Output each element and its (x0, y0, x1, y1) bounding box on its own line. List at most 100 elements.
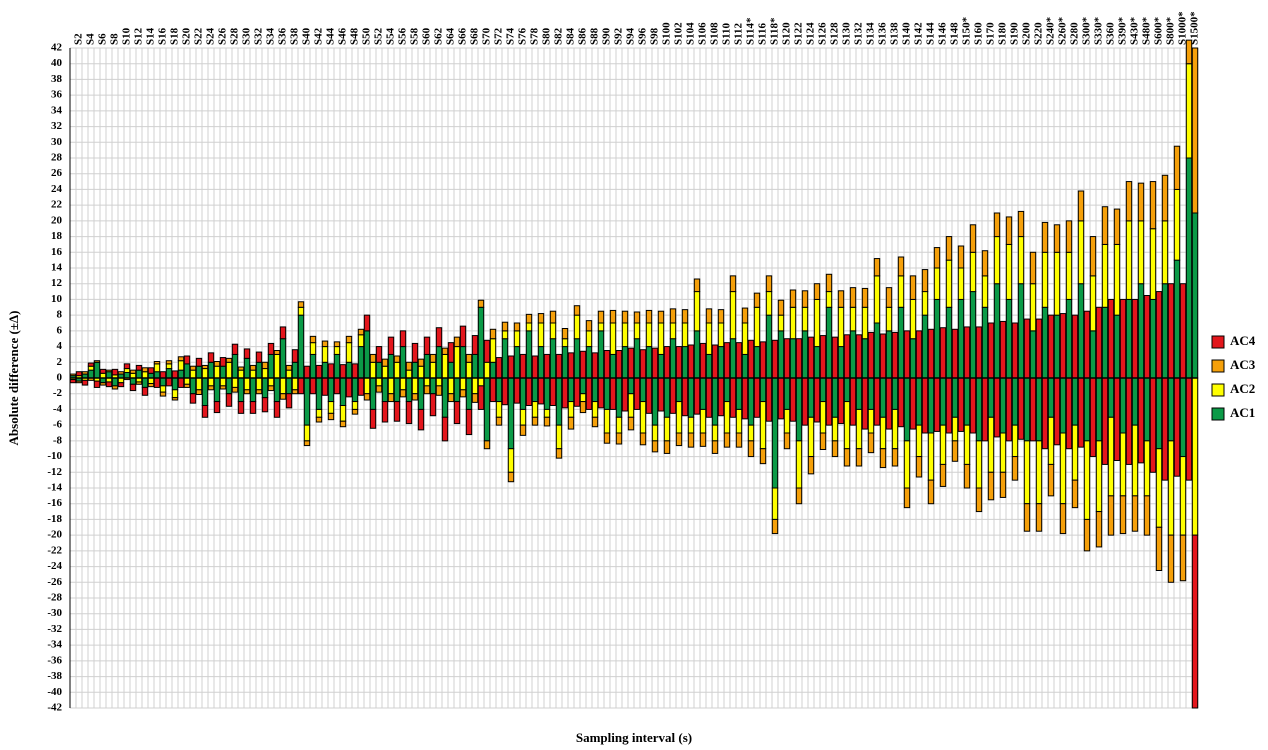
bar-segment (1041, 251, 1049, 308)
bar-segment (621, 377, 629, 412)
bar-segment (375, 346, 383, 363)
bar-segment (963, 463, 971, 489)
bar-segment (969, 224, 977, 253)
bar-segment (723, 401, 731, 434)
x-tick-label: S74 (505, 27, 517, 45)
bar-segment (1173, 259, 1181, 379)
bar-segment (831, 377, 839, 418)
bar-segment (111, 385, 119, 390)
y-tick-label: 42 (51, 42, 63, 54)
bar-segment (591, 416, 599, 428)
bar-segment (1143, 377, 1151, 442)
bar-segment (1083, 518, 1091, 552)
bar-segment (189, 369, 197, 379)
bar-segment (219, 377, 227, 387)
bar-segment (471, 393, 479, 403)
bar-segment (585, 330, 593, 348)
bar-segment (441, 416, 449, 442)
x-tick-label: S20 (181, 27, 193, 45)
bar-segment (615, 432, 623, 445)
bar-segment (735, 432, 743, 448)
bar-segment (927, 377, 935, 434)
bar-segment (303, 424, 311, 442)
bar-segment (1035, 503, 1043, 532)
bar-segment (777, 299, 785, 316)
bar-segment (1095, 377, 1103, 442)
bar-segment (675, 432, 683, 447)
x-tick-label: S124 (805, 22, 817, 45)
bar-segment (1137, 283, 1145, 379)
bar-segment (669, 308, 677, 324)
x-tick-label: S52 (373, 27, 385, 45)
bar-segment (825, 377, 833, 426)
bar-segment (693, 330, 701, 379)
bar-segment (339, 405, 347, 422)
bar-segment (333, 353, 341, 379)
bar-segment (501, 330, 509, 340)
bar-segment (759, 341, 767, 379)
bar-segment (1149, 298, 1157, 379)
x-tick-label: S44 (325, 27, 337, 45)
bar-segment (885, 330, 893, 379)
bar-segment (549, 310, 557, 324)
bar-segment (759, 377, 767, 403)
bar-segment (93, 380, 101, 388)
bar-segment (675, 401, 683, 434)
bar-segment (105, 381, 113, 388)
x-axis-title: Sampling interval (s) (576, 730, 692, 745)
bar-segment (507, 377, 515, 450)
bar-segment (465, 377, 473, 410)
bar-segment (927, 432, 935, 481)
x-tick-label: S46 (337, 27, 349, 45)
bar-segment (117, 382, 125, 388)
y-tick-label: 28 (51, 152, 63, 164)
bar-segment (891, 448, 899, 467)
bar-segment (627, 347, 635, 379)
bar-segment (945, 259, 953, 308)
bar-segment (453, 377, 461, 403)
bar-segment (249, 401, 257, 414)
bar-segment (543, 377, 551, 410)
bar-segment (1053, 251, 1061, 316)
x-tick-label: S62 (433, 27, 445, 45)
bar-segment (981, 250, 989, 277)
bar-segment (1161, 174, 1169, 222)
bar-segment (267, 342, 275, 355)
bar-segment (909, 377, 917, 430)
bar-segment (987, 471, 995, 501)
bar-segment (495, 377, 503, 403)
bar-segment (135, 381, 143, 385)
x-tick-label: S50 (361, 27, 373, 45)
bar-segment (627, 416, 635, 431)
bar-segment (1047, 314, 1055, 379)
bar-segment (1095, 511, 1103, 548)
x-tick-label: S220 (1033, 22, 1045, 45)
bar-segment (555, 424, 563, 450)
bar-segment (429, 377, 437, 395)
bar-segment (501, 377, 509, 406)
bar-segment (939, 463, 947, 487)
bar-segment (309, 342, 317, 355)
bar-segment (975, 326, 983, 379)
x-tick-label: S26 (217, 27, 229, 45)
x-tick-label: S80 (541, 27, 553, 45)
bar-segment (789, 377, 797, 422)
bar-segment (213, 401, 221, 414)
bar-segment (915, 424, 923, 458)
bar-segment (1029, 283, 1037, 332)
bar-segment (945, 306, 953, 379)
bar-segment (189, 377, 197, 395)
y-tick-label: -8 (53, 434, 63, 446)
bar-segment (393, 377, 401, 403)
bar-segment (195, 377, 203, 391)
bar-segment (1161, 283, 1169, 379)
bar-segment (699, 342, 707, 379)
bar-segment (1005, 377, 1013, 442)
bar-segment (1041, 221, 1049, 253)
bar-segment (741, 322, 749, 355)
bar-segment (243, 389, 251, 395)
bar-segment (633, 311, 641, 324)
bar-segment (477, 385, 485, 410)
bar-segment (261, 361, 269, 370)
